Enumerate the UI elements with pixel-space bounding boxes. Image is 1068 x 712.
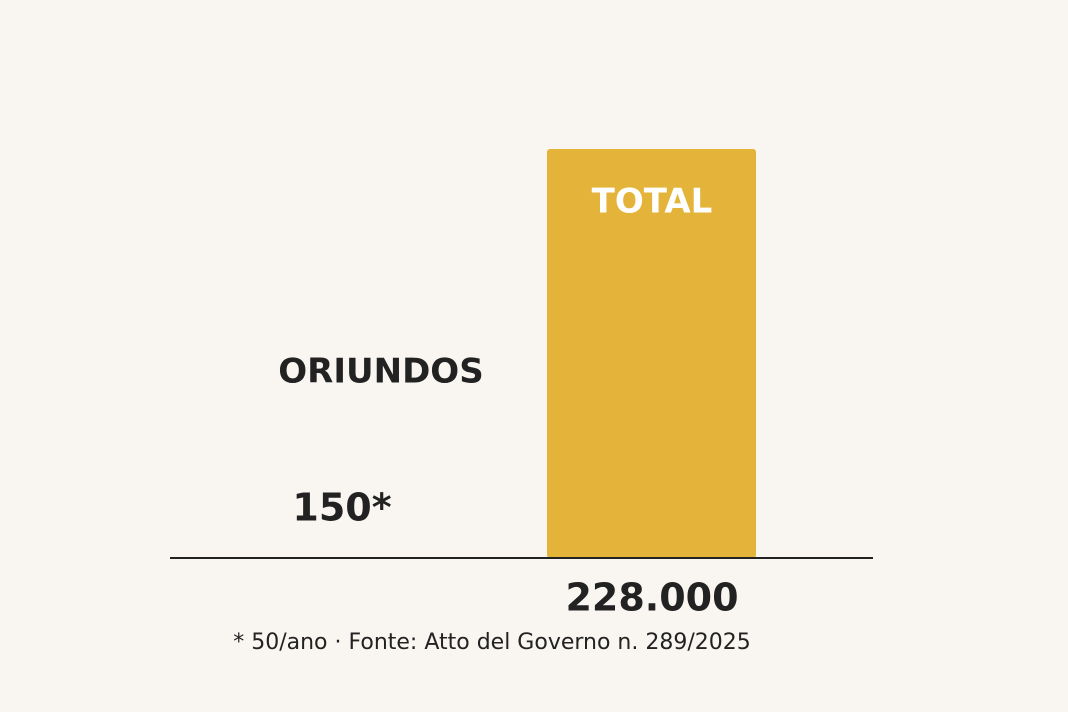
footnote: * 50/ano · Fonte: Atto del Governo n. 28… bbox=[233, 630, 751, 655]
value-label: 150* bbox=[292, 486, 391, 530]
category-label: TOTAL bbox=[592, 182, 713, 222]
category-label: ORIUNDOS bbox=[278, 352, 483, 392]
bar bbox=[547, 149, 756, 558]
value-label: 228.000 bbox=[565, 576, 738, 620]
